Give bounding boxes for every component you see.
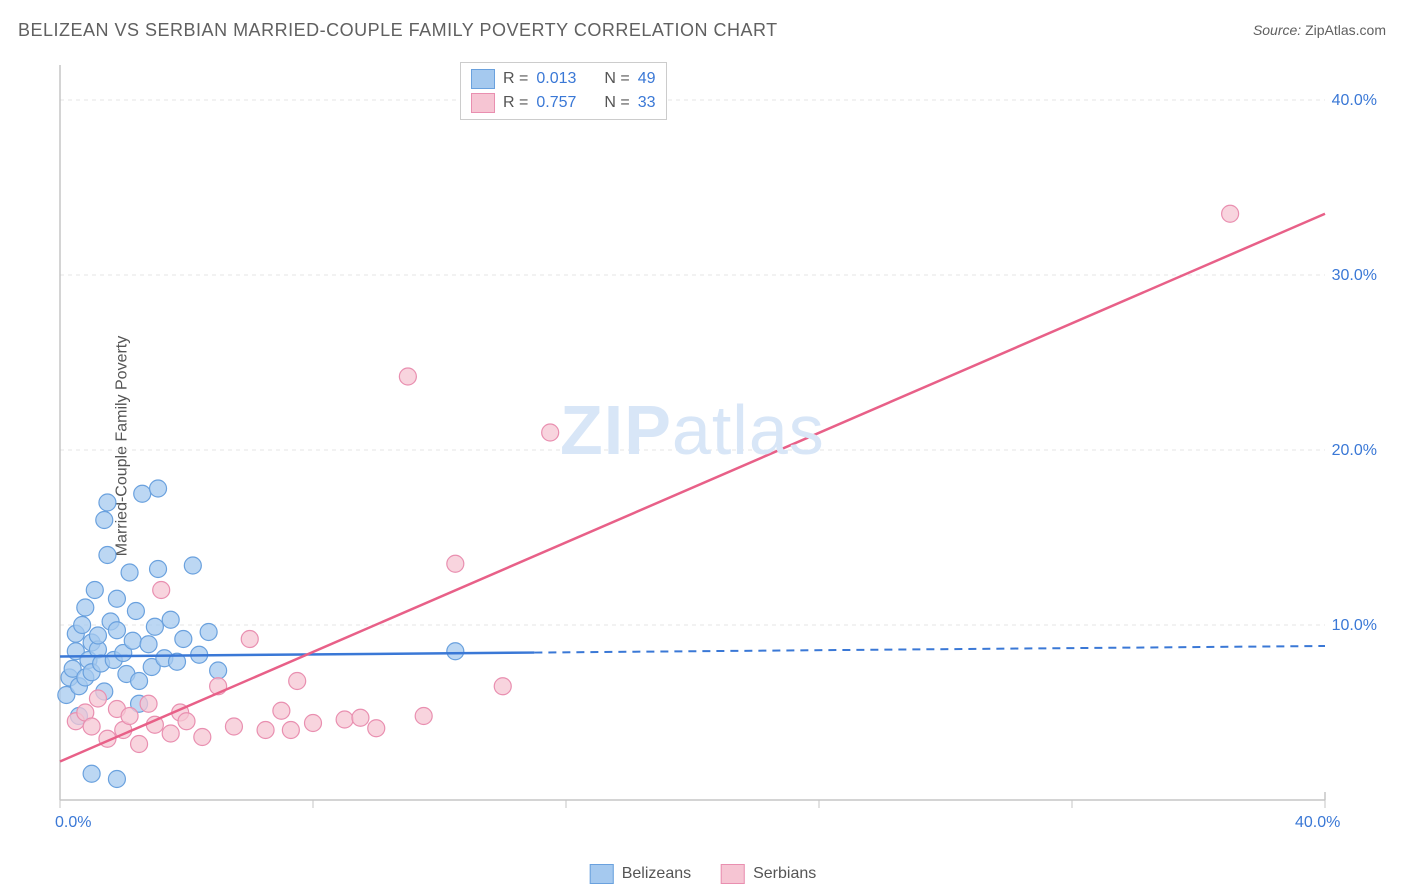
n-label: N = [604,70,629,88]
source-attribution: Source: ZipAtlas.com [1253,22,1386,38]
svg-text:20.0%: 20.0% [1332,442,1377,459]
chart-title: BELIZEAN VS SERBIAN MARRIED-COUPLE FAMIL… [18,20,778,41]
x-axis-min: 0.0% [55,814,91,832]
svg-text:40.0%: 40.0% [1332,92,1377,109]
legend-item-belizeans: Belizeans [590,864,691,884]
r-label: R = [503,94,528,112]
swatch-serbians-icon [721,864,745,884]
n-value-belizeans: 49 [638,70,656,88]
stats-row-belizeans: R = 0.013 N = 49 [471,67,656,91]
series-legend: Belizeans Serbians [590,864,817,884]
n-value-serbians: 33 [638,94,656,112]
legend-label-serbians: Serbians [753,865,816,883]
scatter-plot: 10.0% 20.0% 30.0% 40.0% [55,60,1385,830]
svg-text:10.0%: 10.0% [1332,617,1377,634]
stats-row-serbians: R = 0.757 N = 33 [471,91,656,115]
source-value: ZipAtlas.com [1305,22,1386,38]
stats-legend: R = 0.013 N = 49 R = 0.757 N = 33 [460,62,667,120]
r-label: R = [503,70,528,88]
r-value-serbians: 0.757 [536,94,576,112]
chart-svg: 10.0% 20.0% 30.0% 40.0% [55,60,1385,830]
legend-label-belizeans: Belizeans [622,865,691,883]
swatch-belizeans-icon [590,864,614,884]
source-label: Source: [1253,22,1301,38]
swatch-serbians [471,93,495,113]
x-axis-max: 40.0% [1295,814,1340,832]
swatch-belizeans [471,69,495,89]
n-label: N = [604,94,629,112]
legend-item-serbians: Serbians [721,864,816,884]
svg-text:30.0%: 30.0% [1332,267,1377,284]
r-value-belizeans: 0.013 [536,70,576,88]
